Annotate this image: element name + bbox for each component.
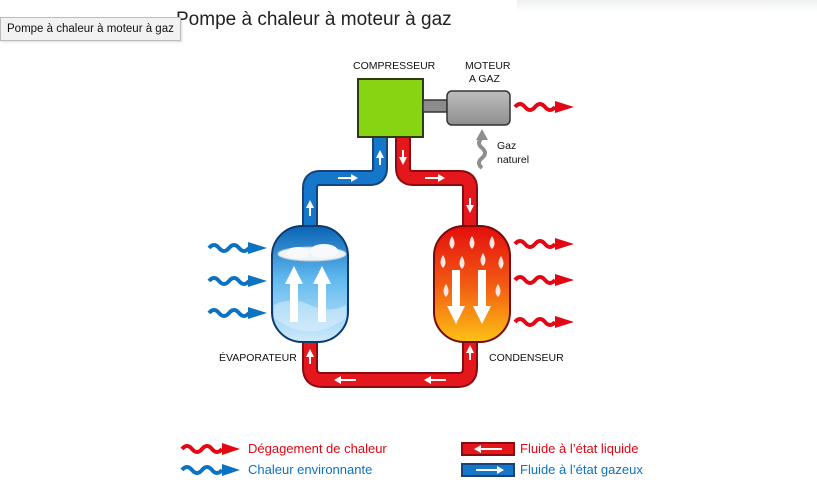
tooltip: Pompe à chaleur à moteur à gaz xyxy=(0,17,181,41)
gas-engine-box xyxy=(446,90,511,126)
flow-arrow-down-2 xyxy=(466,205,474,213)
legend-red-wave-icon xyxy=(180,444,224,454)
flow-arrow-up-2 xyxy=(306,200,314,208)
heat-arrow-condenser-3 xyxy=(513,316,574,328)
blue-gas-pipe xyxy=(302,138,388,226)
engine-shaft xyxy=(422,99,448,113)
legend-gas-fluid-label: Fluide à l’état gazeux xyxy=(520,462,643,477)
legend-heat-release-label: Dégagement de chaleur xyxy=(248,441,387,456)
flow-arrow-up-4 xyxy=(466,345,474,353)
ambient-arrow-2 xyxy=(207,275,267,287)
gas-label-line1: Gaz xyxy=(497,140,516,152)
condenser-label: CONDENSEUR xyxy=(489,352,564,364)
heat-arrow-engine xyxy=(513,101,574,113)
legend-blue-wave-icon xyxy=(180,465,224,475)
legend-liquid-fluid-label: Fluide à l’état liquide xyxy=(520,441,639,456)
ambient-arrow-3 xyxy=(207,307,267,319)
flow-arrow-up-1 xyxy=(376,150,384,158)
evaporator-tank xyxy=(271,225,349,343)
compressor-box xyxy=(357,78,424,138)
ambient-heat-arrows xyxy=(207,242,267,319)
flow-arrow-up-3 xyxy=(306,349,314,357)
top-shade xyxy=(517,0,817,12)
pipe-flow-arrows xyxy=(306,150,474,384)
natural-gas-arrow xyxy=(476,129,488,170)
flow-arrow-right-2 xyxy=(438,174,445,182)
legend-ambient-heat-label: Chaleur environnante xyxy=(248,462,372,477)
legend: Dégagement de chaleur Chaleur environnan… xyxy=(180,441,643,477)
heat-arrow-condenser-2 xyxy=(513,274,574,286)
legend-liquid-fluid: Fluide à l’état liquide xyxy=(461,441,639,456)
flow-arrow-left-2 xyxy=(334,376,341,384)
evaporator-label: ÉVAPORATEUR xyxy=(219,351,297,364)
engine-label-line2: A GAZ xyxy=(469,73,501,85)
gas-label-line2: naturel xyxy=(497,154,529,166)
compressor-label: COMPRESSEUR xyxy=(353,60,436,72)
legend-gas-fluid: Fluide à l’état gazeux xyxy=(461,462,643,477)
legend-heat-release: Dégagement de chaleur xyxy=(180,441,387,456)
flow-arrow-down-1 xyxy=(399,157,407,165)
condenser-tank xyxy=(433,225,511,343)
heat-arrow-condenser-1 xyxy=(513,238,574,250)
flow-arrow-right-1 xyxy=(351,174,358,182)
ambient-arrow-1 xyxy=(207,242,267,254)
legend-ambient-heat: Chaleur environnante xyxy=(180,462,372,477)
page-title: Pompe à chaleur à moteur à gaz xyxy=(176,9,452,30)
flow-arrow-left-1 xyxy=(424,376,431,384)
heat-release-arrows xyxy=(513,101,574,328)
engine-label-line1: MOTEUR xyxy=(465,60,511,72)
